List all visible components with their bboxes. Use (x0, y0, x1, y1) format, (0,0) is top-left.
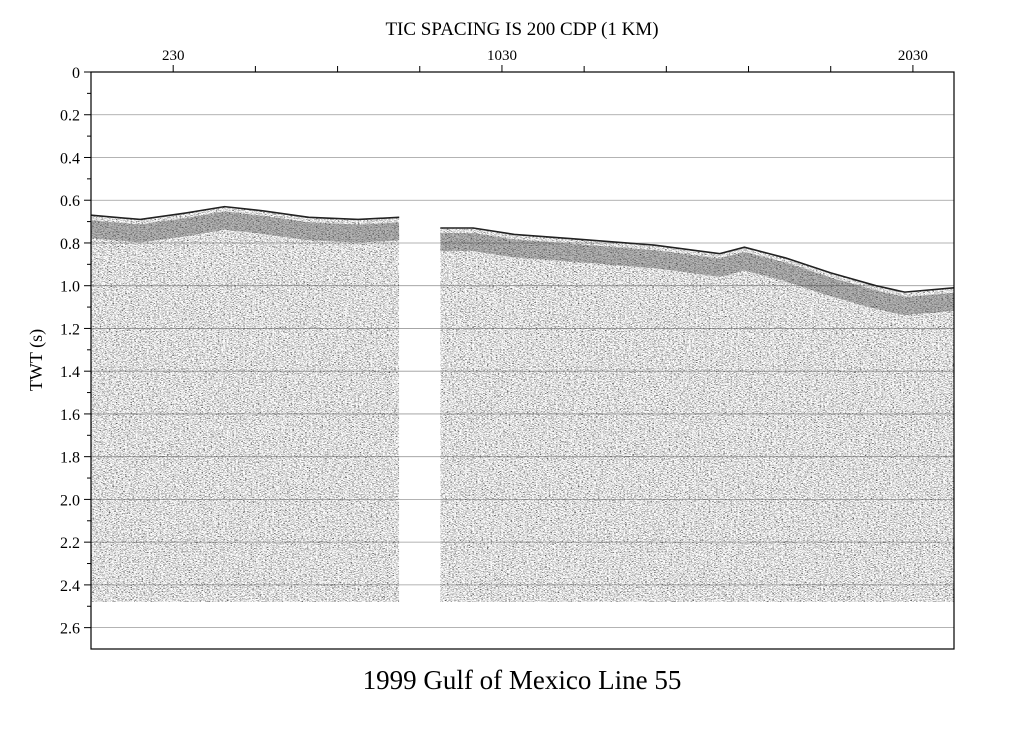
chart-title: 1999 Gulf of Mexico Line 55 (363, 665, 682, 695)
y-tick-label: 1.4 (60, 364, 80, 381)
x-axis: 230 1030 2030 (162, 48, 928, 72)
x-tick-label: 230 (162, 48, 185, 64)
y-tick-label: 2.0 (60, 492, 80, 509)
seismic-traces (440, 228, 954, 602)
seismic-panel-2 (440, 227, 954, 602)
x-tick-label: 2030 (898, 48, 928, 64)
y-tick-label: 1.8 (60, 450, 80, 467)
y-tick-label: 2.4 (60, 578, 80, 595)
y-tick-label: 1.6 (60, 407, 80, 424)
y-tick-label: 0.8 (60, 236, 80, 253)
y-axis: 0 0.2 0.4 0.6 0.8 1.0 1.2 1.4 1.6 1.8 2.0 2.2 2.4 2.6 (60, 65, 91, 638)
seismic-traces (91, 206, 400, 602)
y-tick-label: 0.4 (60, 150, 80, 167)
plot-frame (90, 71, 955, 650)
seafloor-reflector (440, 227, 954, 293)
y-tick-label: 1.0 (60, 279, 80, 296)
y-axis-label: TWT (s) (26, 329, 47, 391)
y-tick-label: 0.2 (60, 108, 80, 125)
shallow-reflector-band (440, 233, 954, 316)
y-tick-label: 2.6 (60, 621, 80, 638)
y-tick-label: 2.2 (60, 535, 80, 552)
x-tick-label: 1030 (487, 48, 517, 64)
seismic-panel-1 (91, 205, 400, 602)
shallow-reflector-band (91, 211, 400, 243)
y-tick-label: 0.6 (60, 193, 80, 210)
y-tick-label: 1.2 (60, 321, 80, 338)
top-label: TIC SPACING IS 200 CDP (1 KM) (385, 19, 658, 40)
seismic-panels (91, 205, 954, 602)
y-tick-label: 0 (72, 65, 80, 82)
seafloor-reflector (91, 205, 400, 221)
